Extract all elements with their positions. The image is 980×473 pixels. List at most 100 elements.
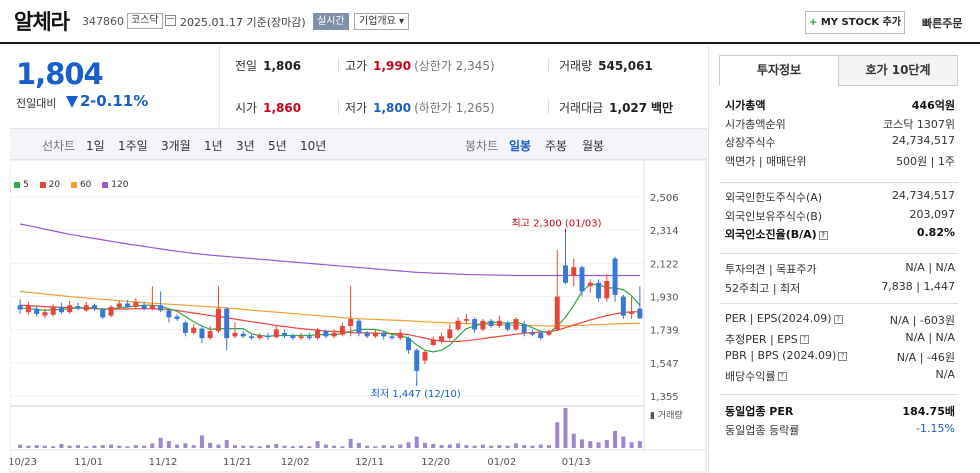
diff-percent: -0.11% — [90, 92, 149, 110]
info-row-label: PBR | BPS (2024.09)? — [725, 349, 848, 362]
candle-body — [356, 320, 362, 333]
info-row-value: 446억원 — [911, 99, 955, 112]
candle-body — [587, 282, 593, 287]
volume-bar — [224, 440, 229, 448]
candle-body — [521, 324, 527, 333]
volume-bar — [315, 441, 320, 448]
volume-bar — [125, 446, 130, 448]
info-row: 동일업종 등락률 -1.15% — [725, 422, 955, 440]
high-annotation: 최고 2,300 (01/03) — [512, 218, 602, 230]
candle-monthly[interactable]: 월봉 — [582, 139, 605, 153]
volume-bar — [150, 443, 155, 448]
info-row-label: 외국인보유주식수(B) — [725, 209, 823, 223]
realtime-button[interactable]: 실시간 — [313, 13, 349, 30]
candle-body — [75, 306, 81, 309]
volume-bar — [307, 446, 312, 448]
high-price: 고가 1,990 (상한가 2,345) — [345, 59, 495, 73]
period-1y[interactable]: 1년 — [204, 139, 223, 153]
volume-bar — [588, 441, 593, 448]
volume-bar — [414, 436, 419, 448]
volume-bar — [629, 442, 634, 448]
stock-header: 알체라 347860 코스닥 2025.01.17 기준(장마감) 실시간 기업… — [0, 0, 980, 44]
candle-body — [463, 319, 469, 321]
y-tick-label: 1,930 — [650, 293, 679, 304]
info-row: 52주최고 | 최저 7,838 | 1,447 — [725, 280, 955, 298]
period-3m[interactable]: 3개월 — [161, 139, 191, 153]
volume-bar — [546, 445, 551, 448]
info-row-value: 203,097 — [909, 207, 956, 221]
help-icon[interactable]: ? — [818, 230, 828, 240]
volume-bar — [538, 444, 543, 448]
volume-bar — [59, 444, 64, 448]
volume-bar — [257, 446, 262, 448]
ma20-line — [20, 304, 640, 343]
candle-body — [513, 319, 519, 330]
candle-body — [331, 332, 337, 337]
corp-overview-dropdown[interactable]: 기업개요 ▾ — [354, 13, 409, 30]
help-icon[interactable]: ? — [833, 314, 843, 324]
candle-body — [563, 265, 568, 283]
candle-body — [67, 305, 73, 313]
info-row-value: 184.75배 — [902, 405, 955, 418]
candle-body — [92, 305, 97, 309]
chart-frame — [10, 160, 707, 473]
period-1w[interactable]: 1주일 — [118, 139, 148, 153]
ma5-line — [20, 283, 641, 353]
tab-invest-info[interactable]: 투자정보 — [719, 55, 839, 86]
x-tick-label: 11/01 — [74, 457, 103, 468]
volume-bar — [34, 445, 39, 448]
quick-order-button[interactable]: 빠른주문 — [922, 17, 963, 30]
down-arrow-icon — [66, 96, 78, 108]
date-label: 2025.01.17 기준(장마감) — [180, 16, 306, 29]
x-tick-label: 10/23 — [10, 457, 37, 468]
candle-daily[interactable]: 일봉 — [509, 139, 532, 153]
candle-body — [364, 332, 370, 337]
candle-body — [439, 336, 445, 342]
period-10y[interactable]: 10년 — [300, 139, 327, 153]
info-row-label: 외국인소진율(B/A)? — [725, 226, 828, 242]
period-5y[interactable]: 5년 — [268, 139, 287, 153]
volume: 거래량 545,061 — [559, 59, 653, 73]
candle-body — [83, 305, 89, 311]
quote-grid: 전일 1,806 고가 1,990 (상한가 2,345) 거래량 545,061 시가… — [221, 45, 707, 127]
mystock-add-button[interactable]: + MY STOCK 추가 — [805, 11, 905, 34]
candle-body — [273, 329, 279, 338]
info-row-value: 500원 | 1주 — [896, 154, 955, 168]
candle-body — [430, 339, 436, 345]
candle-body — [596, 282, 602, 299]
info-row-label: 동일업종 PER — [725, 405, 794, 418]
volume-bar — [51, 446, 56, 448]
section-divider — [719, 182, 958, 183]
y-tick-label: 1,355 — [650, 392, 679, 403]
volume-bar — [208, 442, 213, 448]
period-1d[interactable]: 1일 — [86, 139, 105, 153]
candle-body — [538, 332, 544, 339]
info-row: 외국인소진율(B/A)? 0.82% — [725, 226, 955, 244]
info-row-value: 코스닥 1307위 — [883, 117, 955, 131]
info-row: 시가총액 446억원 — [725, 97, 955, 115]
line-chart-label[interactable]: 선차트 — [42, 139, 76, 153]
volume-bar — [332, 445, 337, 448]
y-tick-label: 1,739 — [650, 326, 679, 337]
candle-body — [604, 281, 610, 299]
candle-body — [554, 296, 560, 330]
candle-weekly[interactable]: 주봉 — [545, 139, 568, 153]
volume-bar — [67, 445, 72, 448]
help-icon[interactable]: ? — [799, 335, 809, 344]
price-chart[interactable]: 2,506 2,314 2,122 1,930 1,739 1,547 1,355 ▮ 거래량… — [10, 160, 707, 473]
volume-bar — [142, 445, 147, 448]
info-row: 외국인한도주식수(A) 24,734,517 — [725, 189, 955, 207]
trade-amount: 거래대금 1,027 백만 — [559, 101, 674, 115]
ma60-line — [20, 290, 640, 327]
tab-orderbook[interactable]: 호가 10단계 — [838, 55, 958, 86]
info-row: 추정PER | EPS? N/A | N/A — [725, 331, 955, 349]
info-row-label: 시가총액 — [725, 99, 766, 112]
candle-body — [166, 310, 172, 318]
candle-chart-label[interactable]: 봉차트 — [465, 139, 499, 153]
help-icon[interactable]: ? — [838, 351, 848, 361]
period-3y[interactable]: 3년 — [236, 139, 255, 153]
info-row-value: N/A | N/A — [905, 261, 955, 274]
help-icon[interactable]: ? — [777, 372, 787, 381]
candle-body — [315, 329, 321, 339]
volume-bar — [117, 445, 122, 448]
